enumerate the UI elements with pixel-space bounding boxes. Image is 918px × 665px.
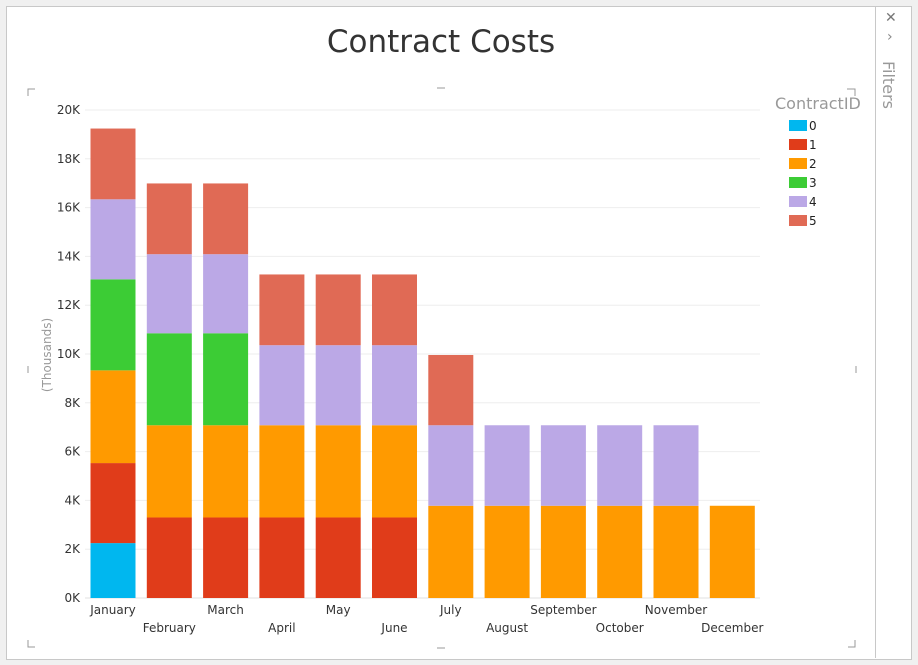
legend-swatch-1 <box>789 139 807 150</box>
x-tick-label: December <box>701 621 763 635</box>
bar-segment-february-5[interactable] <box>146 183 192 255</box>
bar-segment-march-2[interactable] <box>203 425 249 518</box>
y-tick-label: 14K <box>57 249 81 263</box>
bar-segment-january-3[interactable] <box>90 279 136 371</box>
x-tick-label: March <box>207 603 244 617</box>
y-tick-label: 18K <box>57 152 81 166</box>
x-tick-label: January <box>89 603 136 617</box>
x-tick-label: February <box>143 621 196 635</box>
bar-segment-april-1[interactable] <box>259 517 305 598</box>
bar-segment-february-4[interactable] <box>146 254 192 334</box>
bar-segment-april-2[interactable] <box>259 425 305 518</box>
y-axis-label: (Thousands) <box>40 318 54 392</box>
chart-title: Contract Costs <box>327 24 555 60</box>
bar-segment-august-4[interactable] <box>484 425 530 506</box>
legend-label: 2 <box>809 157 817 171</box>
bar-segment-january-5[interactable] <box>90 128 136 200</box>
x-tick-label: April <box>268 621 295 635</box>
bar-segment-may-1[interactable] <box>315 517 361 598</box>
bar-segment-march-1[interactable] <box>203 517 249 598</box>
legend-label: 4 <box>809 195 817 209</box>
bar-segment-june-1[interactable] <box>372 517 417 598</box>
x-tick-label: September <box>530 603 596 617</box>
filters-label[interactable]: Filters <box>879 61 898 109</box>
resize-handles[interactable] <box>27 87 857 649</box>
y-tick-label: 12K <box>57 298 81 312</box>
x-tick-label: October <box>596 621 644 635</box>
bar-segment-may-2[interactable] <box>315 425 361 518</box>
x-tick-label: August <box>486 621 528 635</box>
legend-swatch-0 <box>789 120 807 131</box>
bar-segment-september-2[interactable] <box>540 505 586 598</box>
bar-segment-june-4[interactable] <box>372 345 417 426</box>
bar-segment-january-4[interactable] <box>90 199 136 280</box>
close-icon[interactable]: ✕ <box>885 10 897 26</box>
legend-label: 3 <box>809 176 817 190</box>
bar-segment-january-2[interactable] <box>90 370 136 464</box>
x-tick-label: July <box>439 603 462 617</box>
legend-swatch-2 <box>789 158 807 169</box>
bar-segment-january-0[interactable] <box>90 543 136 598</box>
y-tick-label: 2K <box>64 542 81 556</box>
legend-label: 1 <box>809 138 817 152</box>
legend-label: 5 <box>809 214 817 228</box>
filters-pane[interactable]: ✕ › Filters <box>875 7 910 658</box>
bar-segment-july-2[interactable] <box>428 505 474 598</box>
x-tick-label: June <box>380 621 407 635</box>
bar-segment-november-2[interactable] <box>653 505 699 598</box>
x-tick-label: May <box>326 603 351 617</box>
bar-segment-march-4[interactable] <box>203 254 249 334</box>
bar-segment-february-2[interactable] <box>146 425 192 518</box>
bar-segment-may-4[interactable] <box>315 345 361 426</box>
chevron-right-icon[interactable]: › <box>887 29 893 45</box>
bar-segment-august-2[interactable] <box>484 505 530 598</box>
bar-segment-june-2[interactable] <box>372 425 417 518</box>
legend-swatch-5 <box>789 215 807 226</box>
bar-segment-april-5[interactable] <box>259 274 305 346</box>
legend-swatch-3 <box>789 177 807 188</box>
bar-segment-july-4[interactable] <box>428 425 474 506</box>
y-tick-label: 16K <box>57 201 81 215</box>
bar-segment-february-1[interactable] <box>146 517 192 598</box>
bar-segment-september-4[interactable] <box>540 425 586 506</box>
bar-segment-january-1[interactable] <box>90 463 136 544</box>
bar-segment-april-4[interactable] <box>259 345 305 426</box>
bar-segment-october-2[interactable] <box>597 505 643 598</box>
legend-label: 0 <box>809 119 817 133</box>
bar-segment-october-4[interactable] <box>597 425 643 506</box>
bar-segment-june-5[interactable] <box>372 274 417 346</box>
bar-segment-december-2[interactable] <box>709 505 755 598</box>
bar-segment-march-5[interactable] <box>203 183 249 255</box>
bar-segment-february-3[interactable] <box>146 333 192 426</box>
y-tick-label: 0K <box>64 591 81 605</box>
legend-swatch-4 <box>789 196 807 207</box>
y-tick-label: 20K <box>57 103 81 117</box>
legend-title: ContractID <box>775 94 861 113</box>
bar-segment-july-5[interactable] <box>428 354 474 426</box>
bar-segment-march-3[interactable] <box>203 333 249 426</box>
x-tick-label: November <box>645 603 707 617</box>
y-tick-label: 10K <box>57 347 81 361</box>
y-tick-label: 6K <box>64 445 81 459</box>
bar-segment-may-5[interactable] <box>315 274 361 346</box>
y-tick-label: 8K <box>64 396 81 410</box>
bar-segment-november-4[interactable] <box>653 425 699 506</box>
y-tick-label: 4K <box>64 493 81 507</box>
